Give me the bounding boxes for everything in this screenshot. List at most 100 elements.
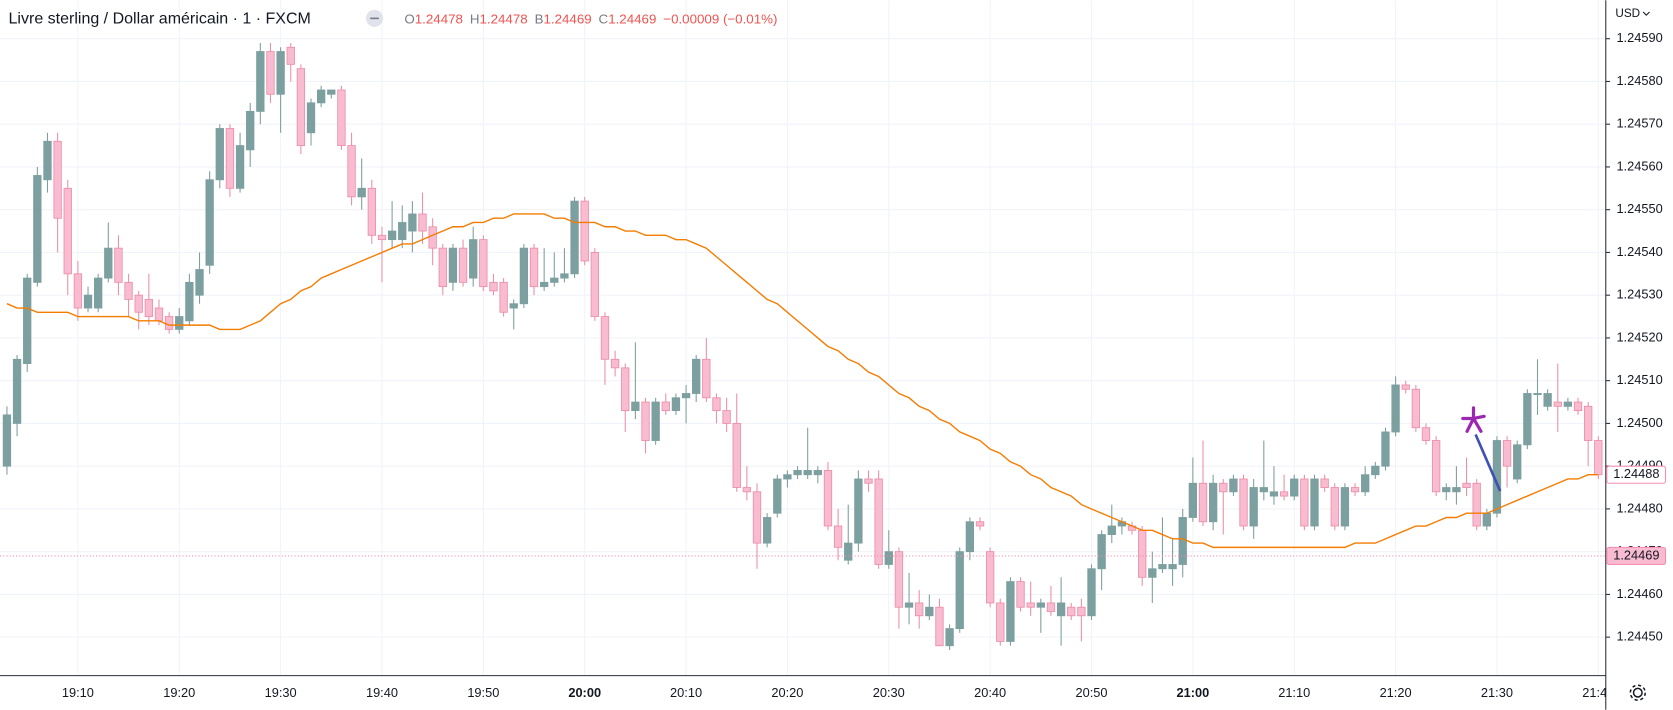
candle-body [844,542,853,561]
candle-body [1584,405,1593,441]
candle-body [1016,581,1025,608]
candle-body [1097,534,1106,570]
candle-body [570,200,579,275]
candle-body [915,602,924,617]
candle-body [610,358,620,369]
y-tick-label: 1.24510 [1616,372,1662,387]
x-tick-label: 21:30 [1481,685,1513,700]
candle-body [1462,482,1471,488]
candle-body [1056,602,1066,617]
candle-body [316,89,326,104]
candle-body [874,478,883,565]
candle-body [1523,393,1532,446]
candle-body [1452,487,1461,493]
candle-body [1300,478,1309,527]
candle-body [864,478,873,484]
candle-body [43,140,52,181]
currency-caret [1642,11,1650,16]
candle-body [641,401,650,441]
candle-body [1046,602,1056,612]
candle-body [803,470,812,476]
candle-body [509,303,518,309]
candle-body [296,68,306,146]
price-label: 1.24469 [1613,547,1659,562]
candle-body [1208,482,1218,523]
x-tick-label: 19:10 [62,685,94,700]
candle-body [205,179,214,266]
candle-body [1168,564,1177,570]
candle-body [93,277,103,309]
candle-body [144,299,154,317]
candle-body [246,110,255,151]
candle-body [327,89,336,95]
candle-body [347,145,356,198]
candle-body [306,102,316,134]
y-tick-label: 1.24540 [1616,244,1662,259]
y-tick-label: 1.24550 [1616,201,1662,216]
candle-body [1320,478,1329,488]
y-tick-label: 1.24520 [1616,329,1662,344]
candle-body [621,367,630,412]
trend-line-drawing[interactable] [1474,433,1502,492]
candle-body [175,316,184,330]
change-value: −0.00009 (−0.01%) [663,11,777,26]
candle-body [1178,517,1187,565]
candle-body [124,281,133,300]
candle-body [945,628,954,647]
price-label-box [1606,465,1667,484]
candle-body [408,213,417,232]
x-tick-label: 20:20 [771,685,803,700]
x-tick-label: 21:40 [1582,685,1614,700]
candle-body [1036,602,1045,608]
candle-body [499,281,508,313]
candle-body [985,551,995,604]
candle-body [1138,529,1147,578]
y-tick-label: 1.24560 [1616,158,1662,173]
asterisk-drawing[interactable] [1461,406,1486,433]
currency-label[interactable]: USD [1615,7,1640,20]
candle-body [1259,487,1268,493]
x-tick-label: 20:30 [873,685,905,700]
settings-icon[interactable] [1629,684,1647,701]
candle-body [276,51,285,95]
candle-body [23,277,32,365]
x-tick-label: 20:50 [1075,685,1107,700]
candle-body [1006,581,1015,642]
plot-area [0,42,1606,650]
y-tick-label: 1.24500 [1616,415,1662,430]
candle-body [975,521,985,527]
candle-body [2,414,12,467]
candle-body [1219,482,1228,493]
candle-body [1107,525,1116,535]
candle-body [1411,388,1421,429]
candle-body [1533,393,1542,395]
high-label: H [470,11,480,26]
candle-body [1067,606,1076,617]
candle-body [33,175,42,283]
x-tick-label: 20:00 [568,685,601,700]
y-tick-label: 1.24460 [1616,586,1662,601]
close-value: 1.24469 [608,11,656,26]
price-label: 1.24488 [1613,466,1659,481]
close-label: C [599,11,609,26]
candle-body [1573,401,1583,412]
candle-body [1431,440,1441,493]
open-value: 1.24478 [415,11,463,26]
candle-body [12,358,22,424]
candle-body [1330,487,1339,527]
chart-title: Livre sterling / Dollar américain · 1 · … [9,11,311,28]
candle-body [104,247,113,279]
candle-body [438,247,447,288]
candle-body [590,252,599,317]
x-tick-label: 20:40 [974,685,1006,700]
candle-body [185,281,194,322]
candle-body [529,247,539,288]
candle-body [1290,478,1299,497]
y-tick-label: 1.24450 [1616,629,1662,644]
candle-body [692,358,701,394]
candle-body [1158,564,1167,570]
moving-average-line [6,213,1599,549]
candle-body [63,187,72,275]
